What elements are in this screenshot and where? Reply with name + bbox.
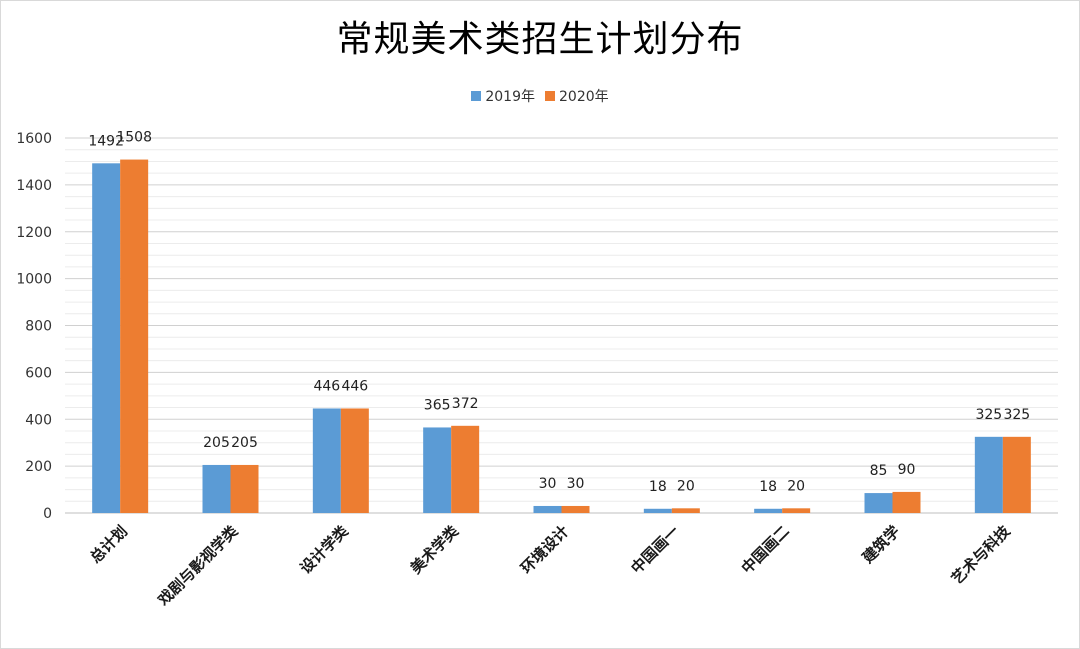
y-tick-label: 400 [25,412,52,428]
category-label: 中国画一 [627,522,682,577]
data-label: 30 [567,476,585,492]
chart-title: 常规美术类招生计划分布 [336,19,744,60]
y-tick-label: 1600 [16,131,52,147]
y-tick-label: 1000 [16,272,52,288]
bar [533,505,562,513]
bar [782,508,811,513]
y-tick-label: 800 [25,319,52,335]
y-tick-label: 600 [25,365,52,381]
bar [864,493,893,513]
data-label: 325 [975,407,1002,423]
bar [312,408,341,513]
bar [671,508,700,513]
category-label: 总计划 [86,522,131,567]
bar [340,408,369,513]
bar [423,427,452,513]
category-label: 中国画二 [738,522,793,577]
legend-item-2019: 2019年 [471,86,535,106]
data-label: 325 [1003,407,1030,423]
data-label: 20 [677,478,695,494]
bar [120,159,149,513]
legend-item-2020: 2020年 [545,86,609,106]
legend: 2019年 2020年 [0,86,1080,106]
category-label: 环境设计 [517,522,572,577]
category-label: 戏剧与影视学类 [154,521,242,609]
data-label: 372 [452,396,479,412]
bar [92,163,121,513]
data-label: 205 [203,435,230,451]
bar [974,436,1003,513]
category-label: 建筑学 [859,522,904,567]
bar [230,464,259,513]
category-label: 设计学类 [296,521,352,577]
category-label: 美术学类 [407,521,463,577]
legend-label-2019: 2019年 [485,89,535,105]
data-label: 90 [898,462,916,478]
bar [561,505,590,513]
y-tick-label: 0 [43,506,52,522]
bar [451,425,480,513]
data-label: 446 [341,378,368,394]
data-label: 18 [649,479,667,495]
data-label: 85 [870,463,888,479]
legend-label-2020: 2020年 [559,89,609,105]
bar [892,491,921,513]
bar [754,508,783,513]
category-label: 艺术与科技 [948,521,1014,587]
data-label: 1492 [88,133,124,149]
bar [1002,436,1031,513]
y-tick-label: 1200 [16,225,52,241]
bar [202,464,231,513]
legend-swatch-2020 [545,91,555,101]
y-tick-label: 200 [25,459,52,475]
data-label: 20 [787,478,805,494]
legend-swatch-2019 [471,91,482,101]
bar [643,508,672,513]
data-label: 205 [231,435,258,451]
y-tick-label: 1400 [16,178,52,194]
data-label: 365 [424,397,451,413]
data-label: 30 [539,476,557,492]
data-label: 446 [313,378,340,394]
data-label: 1508 [116,130,152,146]
data-label: 18 [759,479,777,495]
